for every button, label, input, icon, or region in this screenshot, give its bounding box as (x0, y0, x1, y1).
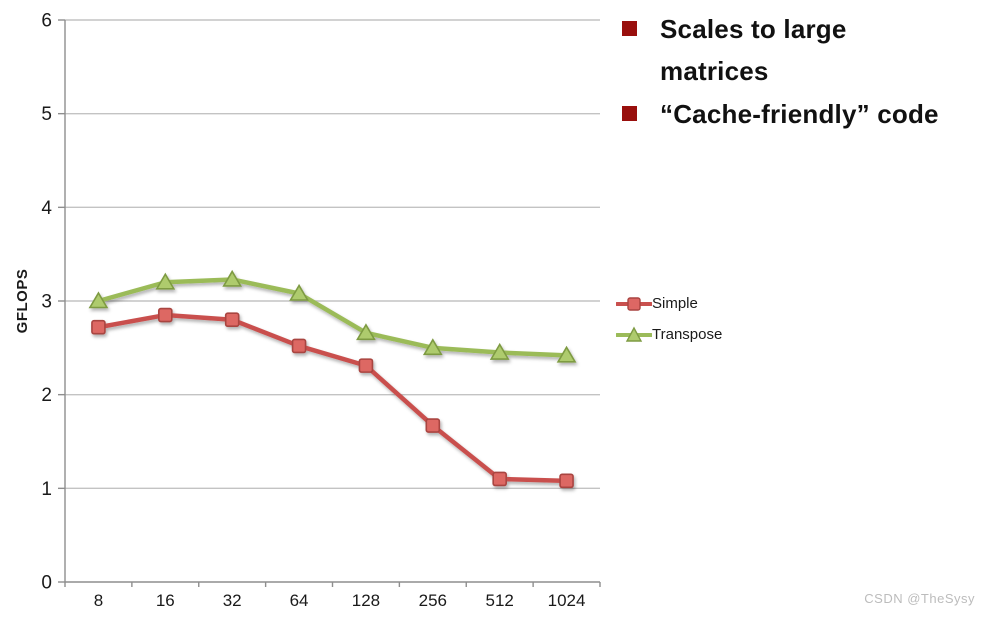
axis-label: 3 (41, 292, 52, 313)
bullet-line: matrices (660, 56, 769, 86)
y-axis-title: GFLOPS (14, 269, 31, 334)
bullet-list: Scales to large matrices “Cache-friendly… (620, 8, 980, 136)
axis-label: 4 (41, 198, 52, 219)
axis-label: 8 (94, 591, 103, 610)
legend-item-transpose: Transpose (616, 319, 722, 350)
chart-area: 0 1 2 3 4 5 6 8 16 32 64 128 256 512 1024 GFLOPS (14, 11, 601, 610)
axis-label: 2 (41, 385, 52, 406)
bullet-line: Scales to large (660, 14, 847, 44)
legend-marker-icon (616, 326, 652, 342)
watermark: CSDN @TheSysy (864, 591, 975, 606)
legend-marker-icon (616, 296, 652, 311)
axis-label: 128 (352, 591, 380, 610)
bullet-line: “Cache-friendly” code (660, 99, 939, 129)
bullet-item-scales: Scales to large matrices (620, 8, 980, 92)
axis-label: 16 (156, 591, 175, 610)
bullet-item-cache: “Cache-friendly” code (620, 93, 980, 135)
axis-label: 0 (41, 573, 52, 594)
axis-label: 6 (41, 11, 52, 32)
bullet-square-icon (622, 106, 637, 121)
legend-label: Simple (652, 295, 698, 312)
legend-item-simple: Simple (616, 288, 722, 319)
axis-label: 32 (223, 591, 242, 610)
axis-label: 5 (41, 104, 52, 125)
series-simple (91, 307, 574, 489)
bullet-text: Scales to large matrices (660, 8, 847, 92)
series-transpose (88, 269, 577, 363)
axis-label: 64 (290, 591, 309, 610)
axis-label: 1 (41, 479, 52, 500)
axis-label: 1024 (548, 591, 586, 610)
performance-chart: 0 1 2 3 4 5 6 8 16 32 64 128 256 512 1024 GFLOPS (14, 11, 601, 610)
axis-label: 256 (419, 591, 447, 610)
axis-label: 512 (486, 591, 514, 610)
bullet-text: “Cache-friendly” code (660, 93, 939, 135)
chart-legend: Simple Transpose (616, 288, 722, 350)
bullet-square-icon (622, 21, 637, 36)
legend-label: Transpose (652, 326, 723, 343)
